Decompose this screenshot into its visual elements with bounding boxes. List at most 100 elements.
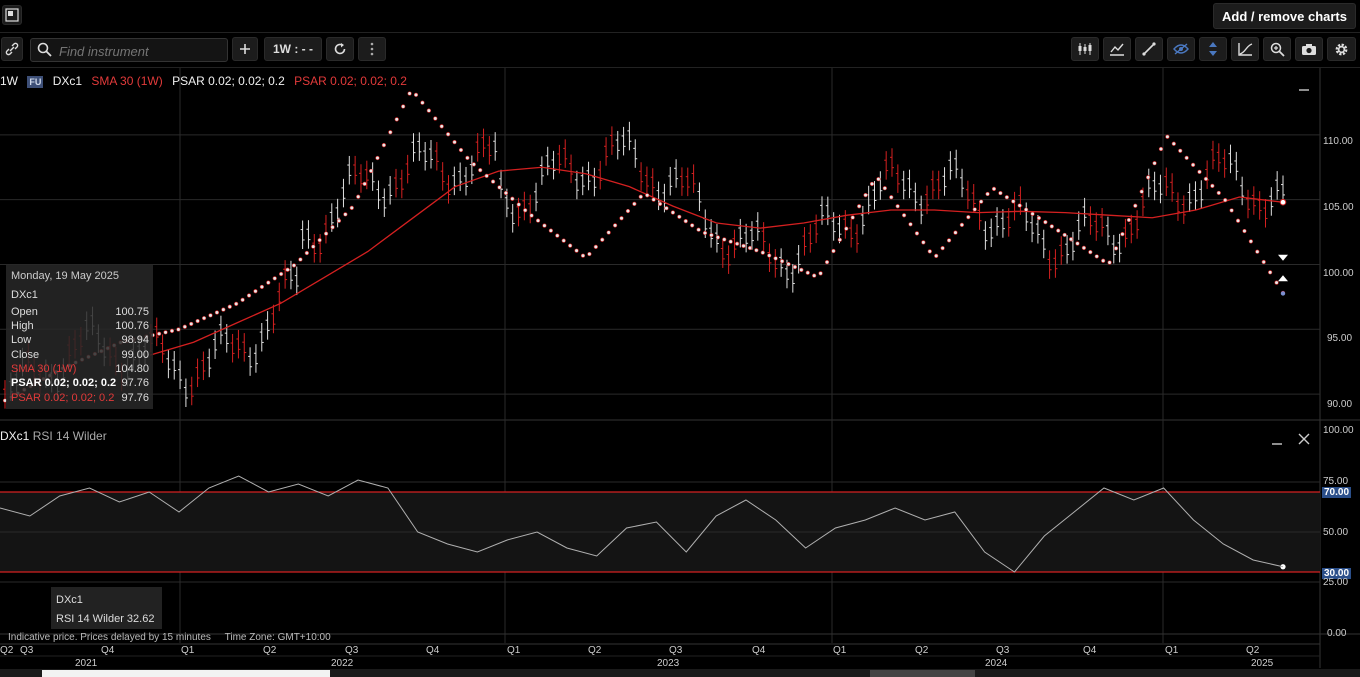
- close-rsi-icon[interactable]: [1298, 433, 1310, 448]
- quarter-label: Q1: [1165, 645, 1179, 656]
- rsi-band-lower-label: 30.00: [1322, 568, 1352, 579]
- psar-dot: [407, 91, 412, 96]
- chart-canvas[interactable]: [0, 68, 1360, 669]
- psar-dot: [966, 215, 971, 220]
- link-icon[interactable]: [1, 37, 23, 61]
- price-tick: 90.00: [1327, 399, 1353, 410]
- psar-dot: [368, 168, 374, 174]
- log-scale-icon[interactable]: [1231, 37, 1259, 61]
- psar-dot: [433, 116, 438, 121]
- psar-dot: [1049, 224, 1054, 229]
- psar-dot: [593, 244, 598, 249]
- psar-dot: [1158, 146, 1164, 152]
- zoom-icon[interactable]: [1263, 37, 1291, 61]
- psar-dot: [837, 237, 842, 242]
- legend-psar-red[interactable]: PSAR 0.02; 0.02; 0.2: [294, 74, 407, 88]
- psar-dot: [484, 173, 489, 178]
- psar-dot: [413, 92, 419, 97]
- minimize-rsi-icon[interactable]: [1271, 436, 1283, 450]
- psar-dot: [908, 222, 913, 227]
- psar-dot: [157, 331, 162, 336]
- psar-dot: [869, 181, 875, 187]
- psar-dot: [246, 293, 252, 298]
- psar-dot: [632, 201, 637, 206]
- psar-dot: [1043, 220, 1048, 225]
- psar-dot: [497, 185, 502, 190]
- psar-dot: [356, 194, 361, 199]
- psar-dot: [266, 280, 271, 285]
- scrollbar-range[interactable]: [870, 670, 975, 677]
- psar-dot: [1216, 190, 1221, 196]
- scrollbar[interactable]: [0, 669, 1360, 677]
- psar-dot: [227, 304, 232, 309]
- psar-dot: [972, 207, 977, 212]
- indicator-icon[interactable]: [1103, 37, 1131, 61]
- rsi-tick: 25.00: [1323, 577, 1349, 588]
- psar-dot: [439, 124, 444, 129]
- psar-dot: [670, 210, 675, 215]
- psar-dot: [946, 238, 952, 243]
- price-tick: 95.00: [1327, 333, 1353, 344]
- tooltip-label: Open: [11, 306, 38, 318]
- psar-dot: [349, 205, 354, 210]
- psar-dot: [1062, 232, 1067, 238]
- search-input[interactable]: [57, 41, 227, 61]
- psar-dot: [709, 233, 714, 238]
- legend-sma[interactable]: SMA 30 (1W): [91, 74, 163, 88]
- psar-dot: [600, 237, 605, 242]
- psar-dot: [664, 206, 669, 211]
- quarter-label: Q2: [588, 645, 602, 656]
- rsi-tick: 100.00: [1323, 425, 1354, 436]
- more-options-icon[interactable]: [358, 37, 386, 61]
- candlestick-icon[interactable]: [1071, 37, 1099, 61]
- psar-dot: [760, 250, 765, 255]
- psar-dot: [876, 177, 881, 182]
- psar-dot: [208, 313, 213, 318]
- search-box[interactable]: [30, 38, 228, 62]
- hide-drawings-icon[interactable]: [1167, 37, 1195, 61]
- year-label: 2024: [985, 658, 1008, 669]
- drawing-line-icon[interactable]: [1135, 37, 1163, 61]
- interval-selector[interactable]: 1W : - -: [264, 37, 322, 61]
- gear-icon[interactable]: [1327, 37, 1356, 61]
- psar-dot: [1094, 254, 1099, 259]
- psar-dot: [953, 230, 958, 235]
- psar-dot: [574, 248, 579, 253]
- psar-dot: [298, 257, 303, 262]
- rsi-tooltip: DXc1 RSI 14 Wilder 32.62: [51, 587, 162, 629]
- window-icon[interactable]: [2, 5, 22, 25]
- quarter-label: Q3: [20, 645, 34, 656]
- price-tick: 105.00: [1323, 202, 1354, 213]
- refresh-icon[interactable]: [326, 37, 354, 61]
- add-remove-charts-button[interactable]: Add / remove charts: [1213, 3, 1356, 29]
- minimize-price-icon[interactable]: [1298, 82, 1310, 96]
- psar-dot: [169, 328, 175, 333]
- rsi-label[interactable]: RSI 14 Wilder: [32, 429, 107, 443]
- psar-dot: [452, 140, 457, 145]
- camera-icon[interactable]: [1295, 37, 1323, 61]
- tooltip-label: Low: [11, 334, 32, 346]
- quarter-label: Q1: [833, 645, 847, 656]
- footer-note: Indicative price. Prices delayed by 15 m…: [8, 632, 331, 643]
- psar-dot: [401, 104, 406, 109]
- psar-dot: [490, 179, 496, 184]
- add-icon[interactable]: [232, 37, 258, 61]
- scrollbar-thumb[interactable]: [42, 670, 330, 677]
- psar-dot: [889, 195, 894, 200]
- psar-dot: [195, 318, 200, 324]
- psar-dot: [1088, 250, 1093, 255]
- psar-dot: [1242, 228, 1247, 234]
- psar-dot: [991, 186, 997, 192]
- tooltip-value: 97.76: [121, 377, 149, 389]
- rsi-panel: [0, 481, 1360, 635]
- legend-psar-white[interactable]: PSAR 0.02; 0.02; 0.2: [172, 74, 285, 88]
- crosshair-toggle-icon[interactable]: [1199, 37, 1227, 61]
- psar-dot: [555, 233, 560, 238]
- psar-dot: [979, 199, 984, 204]
- psar-dot: [1126, 217, 1131, 223]
- psar-dot: [388, 130, 393, 135]
- psar-dot: [182, 324, 187, 329]
- psar-dot: [1235, 218, 1241, 223]
- psar-dot: [959, 222, 964, 227]
- psar-dot: [934, 253, 939, 258]
